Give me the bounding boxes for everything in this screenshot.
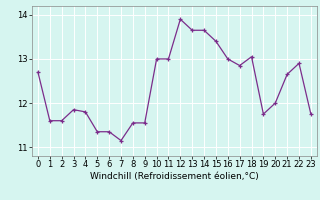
X-axis label: Windchill (Refroidissement éolien,°C): Windchill (Refroidissement éolien,°C) xyxy=(90,172,259,181)
